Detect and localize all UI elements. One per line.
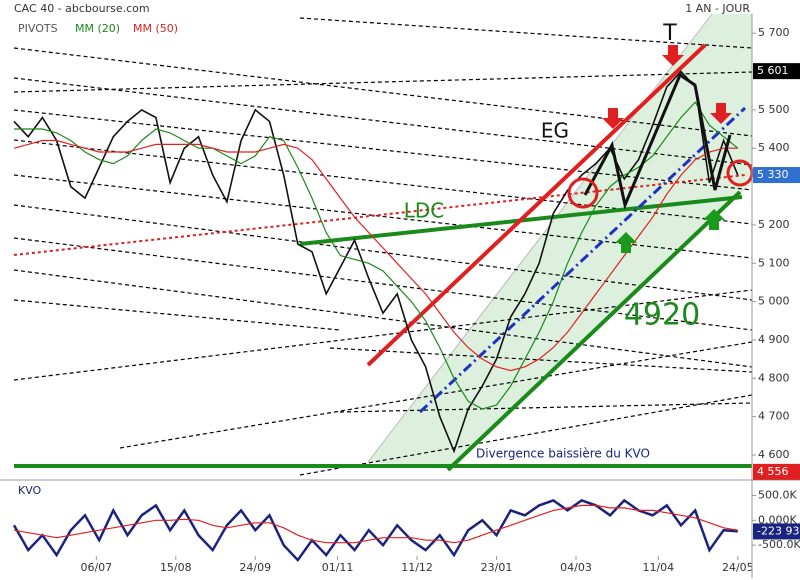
price-marker-label: -223 934 [757,524,800,537]
circle [567,177,599,209]
legend-pivots: PIVOTS [18,22,58,35]
annotation: LDC [404,199,445,223]
mid-line [418,106,747,414]
y-tick-label: 4 700 [758,410,790,423]
y-tick-label: 0.000K [758,513,797,526]
chart-subtitle: 1 AN - JOUR [685,2,750,15]
y-tick-label: 5 200 [758,218,790,231]
y-tick-label: 500.0K [758,488,797,501]
series-line [13,139,738,372]
y-tick-label: 5 500 [758,103,790,116]
y-tick-label: 5 100 [758,256,790,269]
y-tick-label: -500.0K [758,538,800,551]
resistance-dotted [13,174,746,256]
channel-edge [367,13,713,463]
price-marker-label: 5 601 [757,64,789,77]
legend-label: MM (50) [133,22,178,35]
pivot-lines [13,17,753,476]
price-marker [753,463,800,480]
down-arrows [602,45,732,129]
annotation: T [662,21,677,46]
x-tick-label: 11/12 [401,561,433,574]
annotation: 4920 [624,298,700,333]
annotation: EG [541,119,569,143]
price-marker [753,167,800,184]
channel-high [366,43,707,367]
x-tick-label: 06/07 [80,561,112,574]
channel-fill [368,14,752,468]
x-tick-label: 15/08 [160,561,192,574]
plot: 5 700 5 500 5 400 5 200 5 100 5 000 4 900 4 800… [12,26,800,574]
channel-low [446,190,742,472]
price-marker [753,63,800,80]
x-tick-label: 11/04 [642,561,674,574]
y-tick-label: 5 000 [758,295,790,308]
chart-title: CAC 40 - abcbourse.com [14,2,150,15]
up-arrows [615,209,725,253]
pattern-path [583,72,732,210]
x-tick-label: 24/05 [722,561,754,574]
x-tick-label: 24/09 [239,561,271,574]
kvo-title: KVO [18,484,42,497]
price-marker-label: 4 556 [757,465,789,478]
y-tick-label: 5 400 [758,141,790,154]
y-tick-label: 4 600 [758,448,790,461]
x-tick-label: 23/01 [481,561,513,574]
price-marker [753,523,800,540]
x-tick-label: 04/03 [560,561,592,574]
y-tick-label: 4 900 [758,333,790,346]
series-line [14,101,739,410]
annotation: Divergence baissière du KVO [476,447,650,461]
x-tick-label: 01/11 [322,561,354,574]
y-tick-label: 4 800 [758,371,790,384]
y-tick-label: 5 700 [758,26,790,39]
series-line [13,504,738,544]
legend-label: MM (20) [75,22,120,35]
price-marker-label: 5 330 [757,168,789,181]
